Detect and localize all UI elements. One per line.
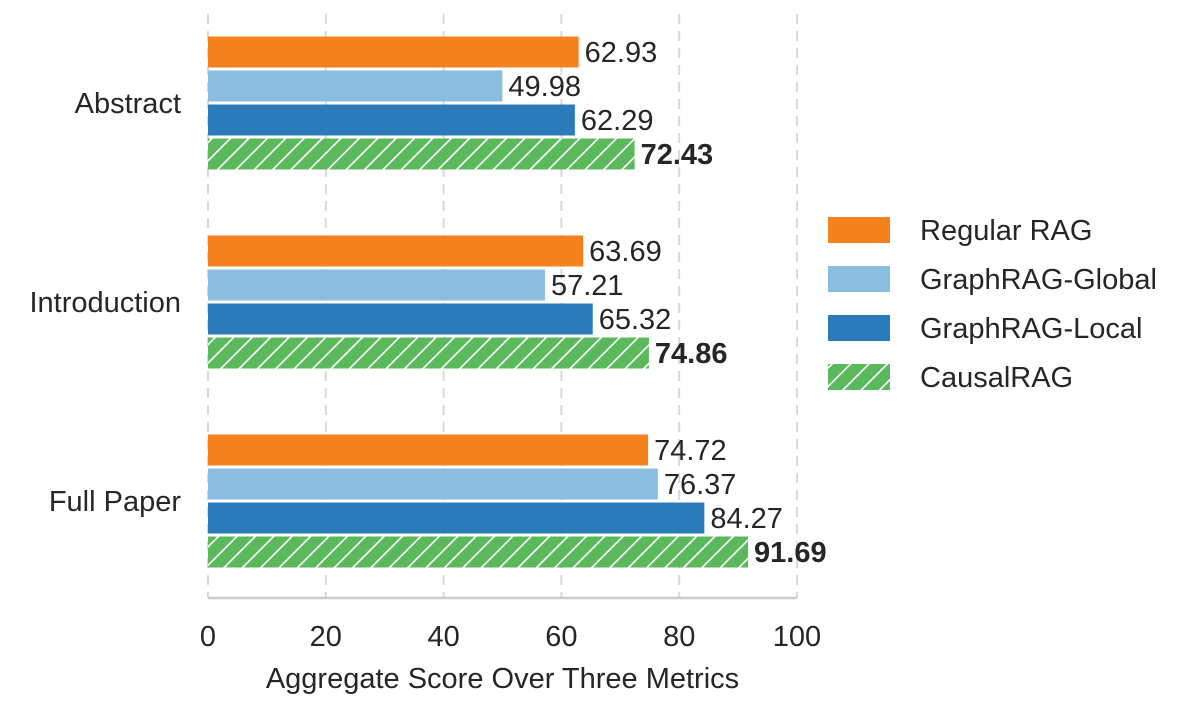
legend-swatch-graphrag-global — [828, 266, 890, 292]
data-label: 62.29 — [581, 105, 654, 137]
data-label: 62.93 — [585, 37, 658, 69]
x-tick-label-20: 20 — [310, 621, 342, 653]
data-label: 72.43 — [641, 139, 714, 171]
legend-label-graphrag-global: GraphRAG-Global — [920, 264, 1157, 296]
data-label: 49.98 — [508, 71, 581, 103]
legend-swatch-causalrag — [828, 364, 890, 390]
legend-swatch-graphrag-local — [828, 315, 890, 341]
bar-abstract-graphrag-global — [208, 70, 503, 102]
bars — [208, 36, 749, 568]
bar-introduction-graphrag-local — [208, 303, 593, 335]
bar-full-paper-graphrag-local — [208, 502, 705, 534]
x-tick-label-0: 0 — [200, 621, 216, 653]
bar-abstract-regular-rag — [208, 36, 579, 68]
legend-label-causalrag: CausalRAG — [920, 362, 1073, 394]
bar-full-paper-graphrag-global — [208, 468, 658, 500]
bar-introduction-regular-rag — [208, 235, 584, 267]
x-tick-label-100: 100 — [773, 621, 821, 653]
legend: Regular RAG GraphRAG-Global GraphRAG-Local… — [828, 215, 1157, 394]
bar-abstract-causalrag — [208, 138, 635, 170]
legend-label-regular-rag: Regular RAG — [920, 215, 1092, 247]
bar-full-paper-causalrag — [208, 536, 749, 568]
x-axis: 0 20 40 60 80 100 Aggregate Score Over Three M… — [200, 596, 821, 695]
bar-abstract-graphrag-local — [208, 104, 575, 136]
data-label: 74.72 — [654, 435, 727, 467]
bar-full-paper-regular-rag — [208, 434, 649, 466]
category-labels: Abstract Introduction Full Paper — [29, 88, 181, 518]
data-label: 63.69 — [589, 236, 662, 268]
data-label: 65.32 — [599, 304, 672, 336]
x-tick-label-60: 60 — [545, 621, 577, 653]
bar-introduction-graphrag-global — [208, 269, 545, 301]
x-axis-title: Aggregate Score Over Three Metrics — [266, 663, 739, 695]
legend-swatch-regular-rag — [828, 217, 890, 243]
data-label: 74.86 — [655, 338, 728, 370]
x-tick-label-80: 80 — [663, 621, 695, 653]
bar-introduction-causalrag — [208, 337, 649, 369]
category-label-introduction: Introduction — [29, 287, 181, 319]
x-tick-label-40: 40 — [427, 621, 459, 653]
data-label: 76.37 — [664, 469, 737, 501]
data-label: 91.69 — [754, 537, 827, 569]
category-label-full-paper: Full Paper — [49, 486, 182, 518]
category-label-abstract: Abstract — [75, 88, 181, 120]
data-label: 57.21 — [551, 270, 624, 302]
legend-label-graphrag-local: GraphRAG-Local — [920, 313, 1142, 345]
data-label: 84.27 — [710, 503, 783, 535]
